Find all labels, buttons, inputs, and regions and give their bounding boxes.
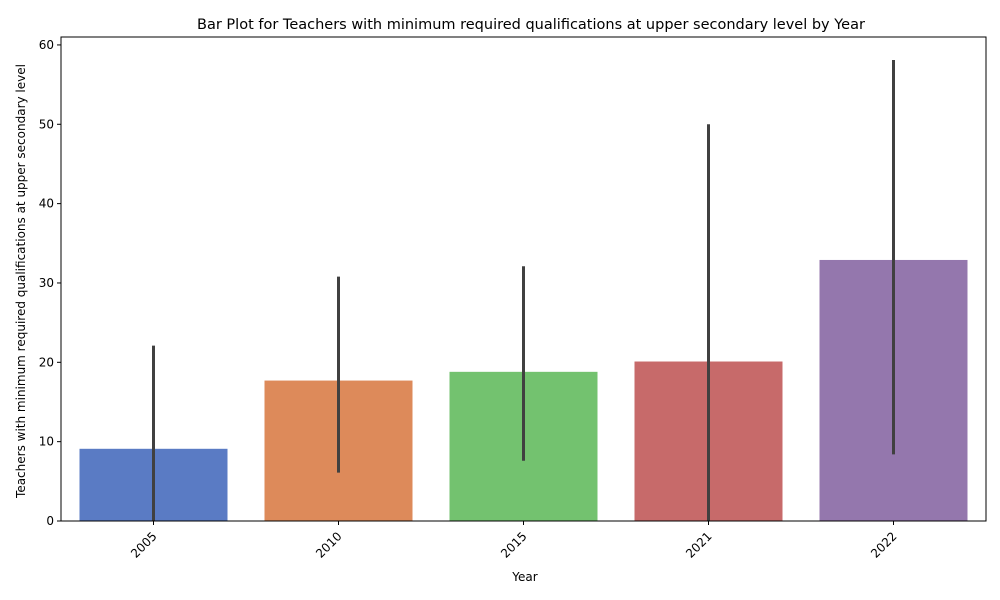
plot-area: 0 10 20 30 40 50 60 2005 2010 2015 2021 2022 — [39, 36, 987, 561]
y-tick-label-0: 0 — [46, 514, 54, 528]
x-tick-label-2022: 2022 — [868, 529, 899, 560]
x-tick-label-2005: 2005 — [128, 529, 159, 560]
y-tick-label-60: 60 — [39, 38, 54, 52]
y-axis-label: Teachers with minimum required qualifica… — [14, 64, 28, 499]
chart-title: Bar Plot for Teachers with minimum requi… — [197, 17, 865, 33]
x-tick-label-2015: 2015 — [498, 529, 529, 560]
y-tick-label-40: 40 — [39, 197, 54, 211]
x-axis-label: Year — [511, 570, 537, 584]
x-tick-label-2021: 2021 — [683, 529, 714, 560]
y-tick-label-10: 10 — [39, 435, 54, 449]
y-tick-label-50: 50 — [39, 117, 54, 131]
y-tick-label-30: 30 — [39, 276, 54, 290]
y-tick-label-20: 20 — [39, 355, 54, 369]
x-tick-label-2010: 2010 — [313, 529, 344, 560]
